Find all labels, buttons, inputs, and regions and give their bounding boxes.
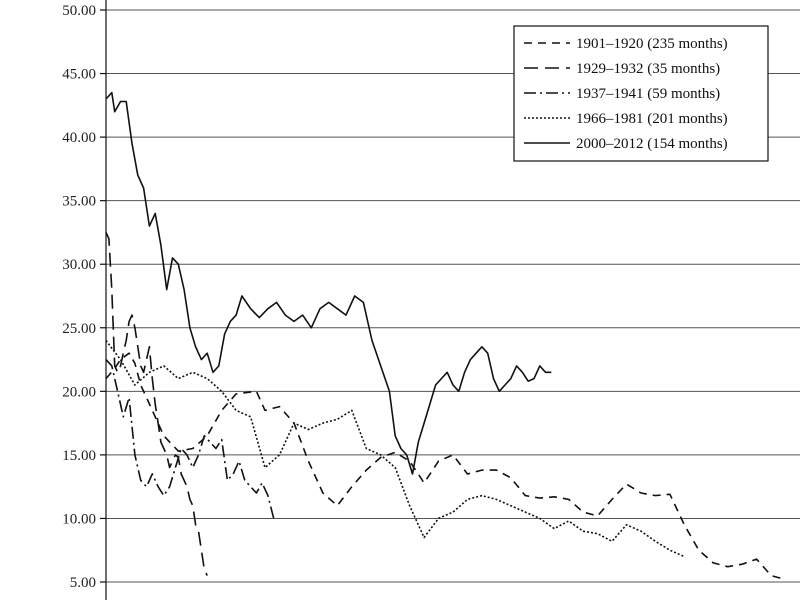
y-tick-label-4: 25.00	[62, 321, 96, 337]
y-tick-label-6: 35.00	[62, 194, 96, 210]
legend-label-1: 1929–1932 (35 months)	[576, 61, 720, 77]
y-tick-label-1: 10.00	[62, 511, 96, 527]
series-line-3	[105, 340, 685, 558]
legend-label-3: 1966–1981 (201 months)	[576, 111, 728, 127]
legend-label-2: 1937–1941 (59 months)	[576, 86, 720, 102]
legend-label-4: 2000–2012 (154 months)	[576, 136, 728, 152]
y-tick-label-8: 45.00	[62, 67, 96, 83]
y-tick-label-2: 15.00	[62, 448, 96, 464]
series-line-0	[105, 352, 786, 581]
series-line-2	[105, 359, 275, 519]
legend-label-0: 1901–1920 (235 months)	[576, 36, 728, 52]
y-tick-label-7: 40.00	[62, 130, 96, 146]
series-lines	[105, 91, 786, 581]
y-tick-label-5: 30.00	[62, 257, 96, 273]
gridlines	[106, 9, 800, 583]
series-line-4	[105, 91, 552, 475]
y-tick-labels: 5.00 10.00 15.00 20.00 25.00 30.00 35.00 40.00 4…	[62, 3, 96, 591]
legend: 1901–1920 (235 months) 1929–1932 (35 mont…	[513, 25, 769, 162]
y-tick-label-3: 20.00	[62, 384, 96, 400]
y-tick-label-9: 50.00	[62, 3, 96, 19]
series-line-1	[105, 232, 208, 576]
y-tick-label-0: 5.00	[70, 575, 96, 591]
axes	[100, 0, 107, 600]
